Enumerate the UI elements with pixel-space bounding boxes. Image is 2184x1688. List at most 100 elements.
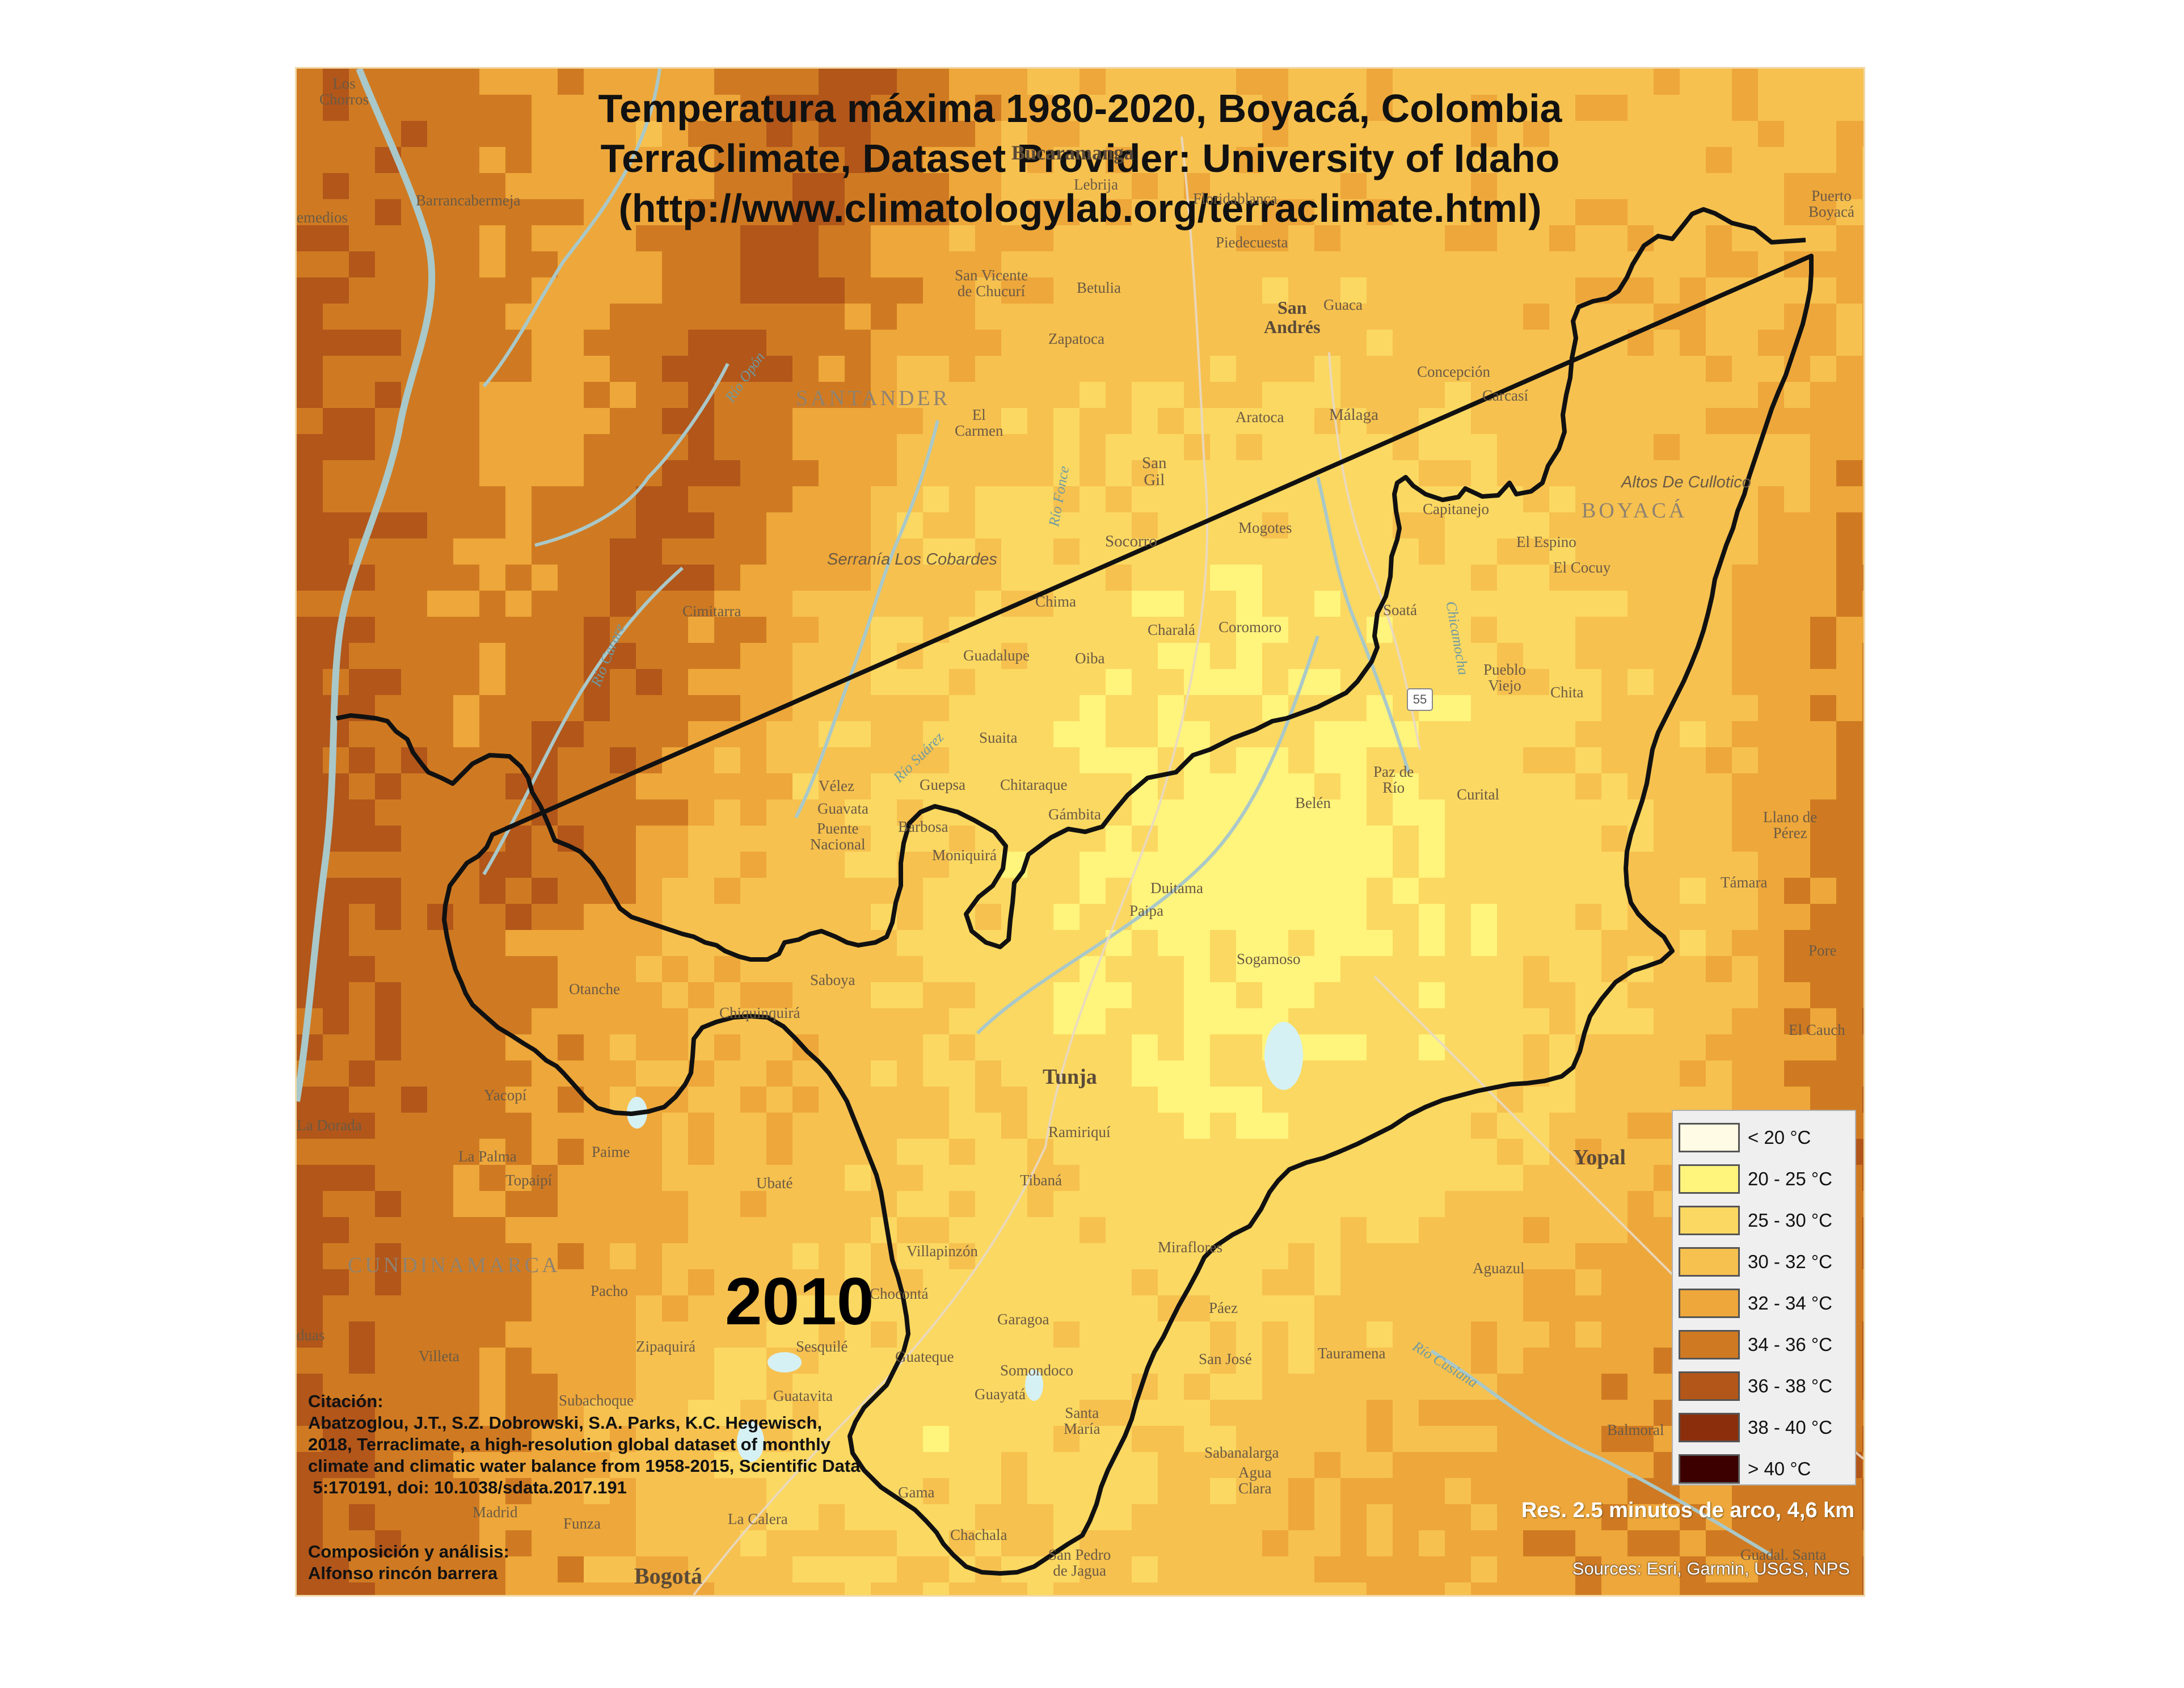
raster-cell: [923, 486, 950, 513]
raster-cell: [558, 199, 584, 226]
raster-cell: [1080, 251, 1106, 278]
raster-cell: [792, 591, 819, 617]
raster-cell: [1810, 1504, 1837, 1531]
raster-cell: [1523, 1556, 1550, 1583]
raster-cell: [1836, 225, 1863, 252]
raster-cell: [1236, 956, 1263, 983]
raster-cell: [1732, 852, 1759, 878]
raster-cell: [871, 1556, 897, 1583]
raster-cell: [1210, 852, 1237, 878]
place-label: Sesquilé: [796, 1338, 848, 1355]
raster-cell: [1027, 486, 1054, 513]
raster-cell: [897, 1060, 924, 1087]
raster-cell: [897, 408, 924, 435]
raster-cell: [1862, 1374, 1863, 1400]
raster-cell: [949, 304, 976, 330]
raster-cell: [1758, 486, 1785, 513]
raster-cell: [662, 1269, 689, 1296]
raster-cell: [1132, 643, 1158, 670]
legend-swatch: [1679, 1371, 1740, 1401]
raster-cell: [1732, 826, 1759, 852]
map-frame[interactable]: Temperatura máxima 1980-2020, Boyacá, Co…: [295, 67, 1865, 1597]
place-label: Guepsa: [920, 776, 965, 793]
map-canvas[interactable]: [297, 69, 1863, 1595]
raster-cell: [1314, 1034, 1341, 1061]
raster-cell: [1158, 799, 1184, 826]
raster-cell: [427, 1530, 454, 1557]
chivor-lake: [1025, 1369, 1043, 1401]
raster-cell: [1758, 799, 1785, 826]
raster-cell: [349, 878, 376, 904]
raster-cell: [975, 173, 1002, 200]
raster-cell: [1367, 460, 1393, 487]
raster-cell: [1654, 460, 1680, 487]
raster-cell: [375, 1087, 402, 1113]
place-label: Villeta: [419, 1348, 459, 1365]
raster-cell: [1419, 1269, 1445, 1296]
raster-cell: [610, 1426, 636, 1453]
raster-cell: [714, 956, 741, 983]
raster-cell: [1262, 1113, 1289, 1139]
raster-cell: [1575, 956, 1602, 983]
cusiana-river: [1430, 1349, 1773, 1557]
raster-cell: [610, 695, 636, 722]
raster-cell: [1549, 1556, 1576, 1583]
raster-cell: [375, 773, 402, 800]
raster-cell: [1706, 147, 1732, 174]
raster-cell: [714, 826, 741, 852]
raster-cell: [584, 356, 610, 382]
raster-cell: [558, 1217, 584, 1244]
raster-cell: [766, 356, 793, 382]
raster-cell: [1601, 1165, 1628, 1192]
raster-cell: [1523, 1034, 1550, 1061]
raster-cell: [740, 1321, 767, 1348]
legend-item: 30 - 32 °C: [1679, 1241, 1855, 1282]
raster-cell: [1732, 1504, 1759, 1531]
raster-cell: [1210, 982, 1237, 1009]
raster-cell: [558, 1374, 584, 1400]
raster-cell: [1862, 799, 1863, 826]
raster-cell: [1784, 956, 1811, 983]
raster-cell: [975, 69, 1002, 95]
raster-cell: [1393, 852, 1419, 878]
raster-cell: [740, 904, 767, 931]
raster-cell: [532, 852, 558, 878]
raster-cell: [1314, 1191, 1341, 1218]
raster-cell: [453, 1426, 480, 1453]
raster-cell: [740, 147, 767, 174]
raster-cell: [1471, 1008, 1498, 1035]
raster-cell: [871, 1269, 897, 1296]
raster-cell: [610, 538, 636, 565]
raster-cell: [1210, 695, 1237, 722]
raster-cell: [349, 617, 376, 643]
raster-cell: [1106, 1582, 1132, 1595]
raster-cell: [923, 330, 950, 356]
raster-cell: [323, 1374, 349, 1400]
raster-cell: [558, 1269, 584, 1296]
raster-cell: [1419, 1530, 1445, 1557]
raster-cell: [1601, 95, 1628, 121]
raster-cell: [1288, 330, 1315, 356]
raster-cell: [975, 382, 1002, 409]
raster-cell: [1628, 95, 1654, 121]
raster-cell: [1210, 1321, 1237, 1348]
raster-cell: [1706, 173, 1732, 200]
raster-cell: [1836, 199, 1863, 226]
raster-cell: [375, 1556, 402, 1583]
raster-cell: [1132, 1321, 1158, 1348]
raster-cell: [505, 199, 532, 226]
raster-cell: [1367, 930, 1393, 957]
raster-cell: [662, 826, 689, 852]
raster-cell: [688, 1478, 715, 1505]
place-label: Guayatá: [975, 1386, 1026, 1403]
raster-cell: [1445, 251, 1472, 278]
raster-cell: [1680, 1087, 1706, 1113]
raster-cell: [1862, 460, 1863, 487]
raster-cell: [1367, 408, 1393, 435]
raster-cell: [1027, 799, 1054, 826]
raster-cell: [1445, 304, 1472, 330]
raster-cell: [1106, 591, 1132, 617]
raster-cell: [453, 1008, 480, 1035]
raster-cell: [1628, 1530, 1654, 1557]
raster-cell: [1314, 1426, 1341, 1453]
